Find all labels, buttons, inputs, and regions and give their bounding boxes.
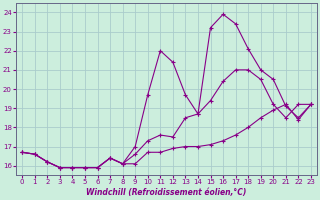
X-axis label: Windchill (Refroidissement éolien,°C): Windchill (Refroidissement éolien,°C): [86, 188, 247, 197]
